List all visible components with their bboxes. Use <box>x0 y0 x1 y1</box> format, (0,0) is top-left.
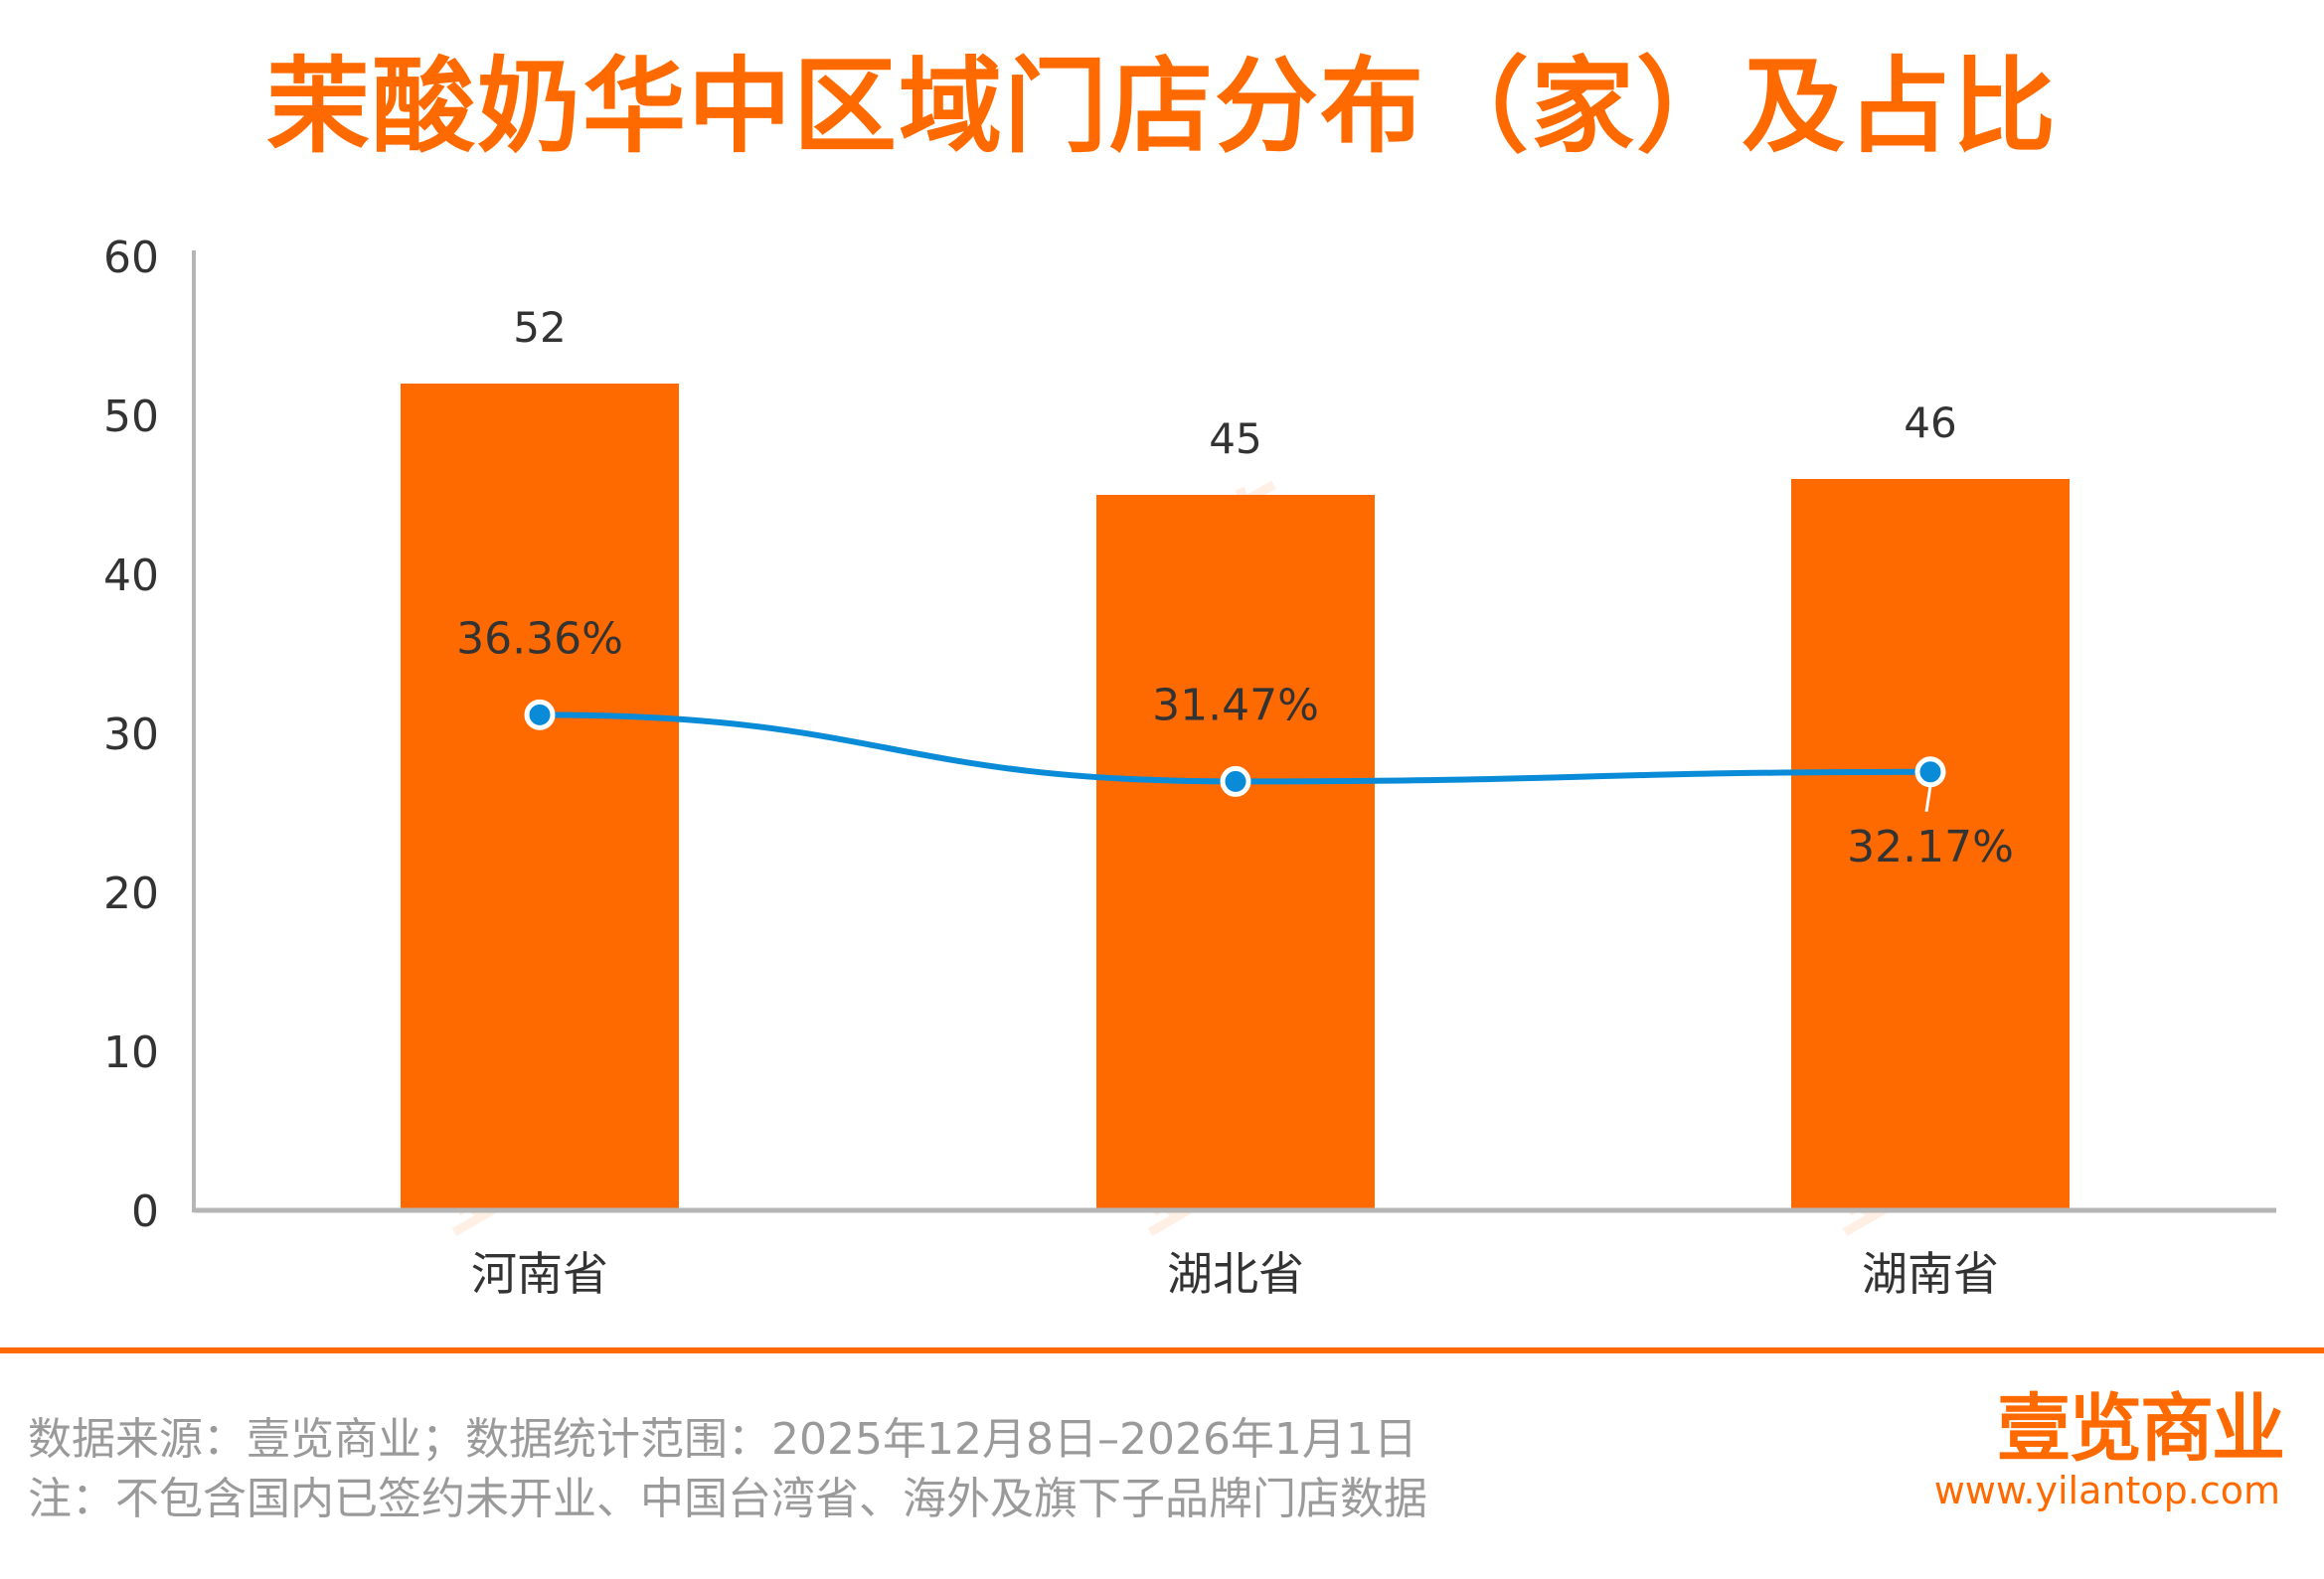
bar-3 <box>1791 479 2070 1210</box>
y-tick-label: 60 <box>103 233 159 283</box>
share-point-2 <box>1220 765 1251 797</box>
line-series-group <box>524 699 1946 797</box>
chart-title: 茉酸奶华中区域门店分布（家）及占比 <box>265 46 2058 167</box>
y-tick-label: 50 <box>103 392 159 442</box>
bars-group <box>401 384 2070 1210</box>
x-category-label: 湖南省 <box>1862 1247 1999 1301</box>
bar-2 <box>1096 495 1375 1210</box>
share-value-label: 32.17% <box>1847 822 2014 872</box>
label-leader <box>1924 785 1932 813</box>
share-point-3 <box>1914 756 1946 788</box>
x-category-label: 河南省 <box>471 1247 608 1301</box>
y-tick-label: 0 <box>131 1186 159 1237</box>
bar-1 <box>401 384 679 1210</box>
y-tick-label: 40 <box>103 551 159 601</box>
brand-logo: 壹览商业 <box>1997 1386 2285 1472</box>
y-tick-label: 10 <box>103 1027 159 1078</box>
bar-value-label: 45 <box>1209 414 1261 463</box>
bar-value-label: 46 <box>1904 398 1956 447</box>
axes-group: 0 10 20 30 40 50 60 河南省 湖北省 湖南省 <box>103 233 2276 1301</box>
source-text: 数据来源：壹览商业；数据统计范围：2025年12月8日–2026年1月1日 <box>28 1414 1417 1465</box>
data-labels-group: 52 45 46 36.36% 31.47% 32.17% <box>456 303 2014 872</box>
x-category-label: 湖北省 <box>1167 1247 1304 1301</box>
brand-url: www.yilantop.com <box>1933 1469 2280 1512</box>
y-tick-label: 20 <box>103 868 159 919</box>
note-text: 注：不包含国内已签约未开业、中国台湾省、海外及旗下子品牌门店数据 <box>28 1474 1427 1524</box>
bar-value-label: 52 <box>513 303 566 352</box>
y-tick-label: 30 <box>103 710 159 760</box>
share-value-label: 36.36% <box>456 613 623 664</box>
footer-divider <box>0 1347 2324 1353</box>
share-point-1 <box>524 699 556 730</box>
share-value-label: 31.47% <box>1152 680 1319 730</box>
